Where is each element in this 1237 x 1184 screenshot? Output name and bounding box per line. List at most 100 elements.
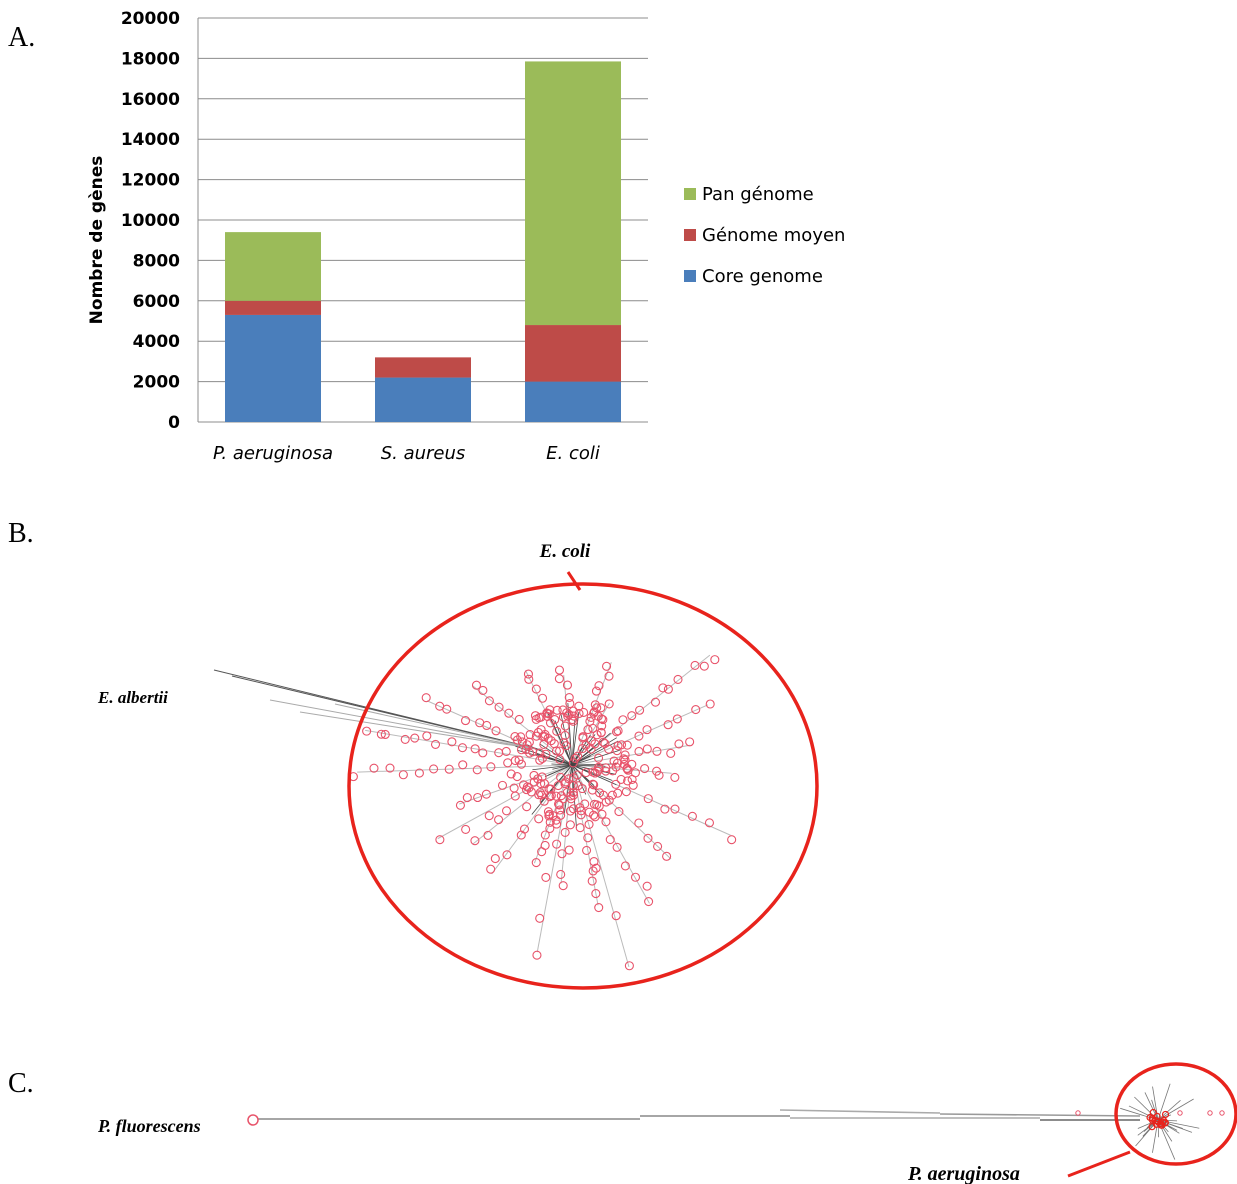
tree-c-branches bbox=[258, 1109, 1141, 1121]
tree-node bbox=[634, 818, 644, 828]
tree-node bbox=[501, 806, 512, 816]
tree-node bbox=[461, 824, 471, 834]
tree-node bbox=[561, 777, 571, 787]
tree-node bbox=[421, 693, 431, 703]
tree-branch bbox=[779, 1109, 941, 1114]
tree-branch bbox=[571, 763, 617, 766]
tree-node bbox=[484, 696, 494, 706]
tree-node bbox=[691, 705, 701, 715]
tree-node bbox=[556, 810, 566, 820]
tree-node bbox=[596, 714, 607, 724]
tree-node bbox=[486, 864, 496, 874]
tree-node bbox=[410, 733, 420, 743]
tree-branch bbox=[1157, 1119, 1200, 1129]
bar-p-aeruginosa-core-genome bbox=[225, 314, 321, 422]
ecoli-label: E. coli bbox=[539, 541, 591, 562]
tree-node bbox=[650, 697, 661, 707]
paeruginosa-highlight-circle bbox=[1114, 1062, 1237, 1166]
tree-node bbox=[380, 729, 390, 740]
tree-node bbox=[539, 779, 550, 789]
tree-branch bbox=[365, 729, 573, 766]
tree-node bbox=[563, 711, 573, 721]
y-tick-label: 16000 bbox=[121, 90, 180, 110]
tree-node bbox=[529, 770, 539, 780]
tree-node bbox=[586, 744, 596, 754]
tree-node bbox=[564, 774, 574, 784]
tree-node bbox=[627, 774, 637, 784]
tree-node bbox=[494, 702, 504, 712]
tree-branch bbox=[571, 654, 711, 766]
tree-branch bbox=[939, 1113, 1141, 1117]
tree-node bbox=[484, 811, 494, 821]
tree-node bbox=[555, 805, 565, 815]
tree-branch bbox=[437, 764, 573, 840]
tree-node bbox=[588, 723, 598, 733]
tree-node bbox=[435, 835, 445, 845]
tree-node bbox=[543, 708, 553, 718]
tree-branch bbox=[571, 764, 613, 781]
tree-branch bbox=[1152, 1086, 1159, 1121]
tree-node bbox=[643, 794, 653, 804]
tree-node bbox=[613, 788, 623, 798]
bar-s-aureus-core-genome bbox=[375, 377, 471, 422]
bar-p-aeruginosa-genome-moyen bbox=[225, 300, 321, 315]
tree-branch bbox=[571, 764, 672, 774]
tree-node bbox=[558, 712, 568, 722]
tree-node bbox=[568, 788, 578, 798]
tree-node bbox=[654, 770, 664, 780]
tree-node bbox=[591, 863, 601, 873]
tree-node bbox=[601, 661, 612, 671]
bars bbox=[225, 61, 621, 422]
tree-node bbox=[422, 731, 432, 741]
tree-node bbox=[609, 756, 619, 766]
tree-node bbox=[584, 819, 594, 829]
tree-node bbox=[503, 758, 513, 768]
tree-node bbox=[568, 716, 578, 726]
tree-node bbox=[553, 781, 563, 791]
legend-swatch-core-genome bbox=[684, 270, 696, 282]
tree-node bbox=[565, 820, 575, 830]
tree-node bbox=[587, 785, 597, 795]
tree-node bbox=[612, 746, 622, 756]
tree-node bbox=[490, 854, 500, 864]
tree-node bbox=[523, 669, 534, 679]
tree-b-branches bbox=[213, 654, 731, 968]
tree-node bbox=[618, 715, 628, 725]
tree-branch bbox=[571, 719, 576, 766]
tree-node bbox=[619, 754, 629, 764]
tree-branch bbox=[551, 763, 573, 766]
tree-branch bbox=[491, 764, 573, 875]
tree-node bbox=[537, 790, 547, 800]
tree-node bbox=[662, 851, 672, 861]
tree-node bbox=[576, 806, 586, 816]
tree-node bbox=[710, 655, 720, 665]
tree-node bbox=[620, 755, 630, 765]
tree-node bbox=[512, 735, 522, 745]
tree-node bbox=[560, 721, 570, 731]
tree-node bbox=[430, 739, 441, 749]
tree-node bbox=[1207, 1110, 1213, 1116]
tree-branch bbox=[548, 764, 573, 776]
bar-chart: 0 2000 4000 6000 8000 10000 12000 14000 16000 180… bbox=[87, 9, 845, 464]
tree-node bbox=[491, 726, 501, 736]
tree-node bbox=[644, 896, 654, 907]
tree-node bbox=[552, 726, 562, 736]
tree-node bbox=[574, 701, 584, 711]
tree-node bbox=[562, 680, 573, 690]
tree-node bbox=[642, 725, 652, 735]
ecoli-pointer-line bbox=[566, 571, 582, 591]
tree-node bbox=[588, 866, 598, 876]
tree-node bbox=[536, 778, 546, 789]
tree-node bbox=[522, 802, 532, 812]
tree-node bbox=[600, 738, 610, 749]
tree-node bbox=[455, 800, 465, 810]
tree-node bbox=[1161, 1110, 1170, 1119]
tree-node bbox=[616, 740, 627, 750]
tree-node bbox=[444, 764, 454, 774]
tree-node bbox=[579, 707, 589, 717]
outgroup-branch bbox=[231, 675, 543, 751]
tree-branch bbox=[571, 764, 606, 767]
tree-node bbox=[673, 674, 683, 684]
tree-node bbox=[666, 748, 676, 758]
